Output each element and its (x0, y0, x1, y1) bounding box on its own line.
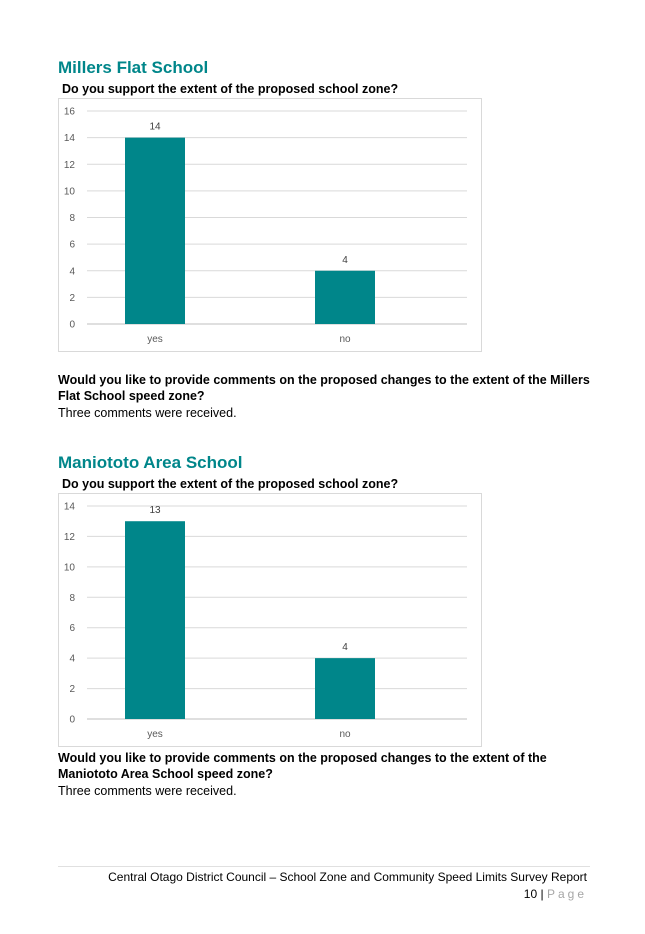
y-tick-label: 14 (64, 502, 76, 513)
data-label-no: 4 (342, 255, 348, 266)
comments-answer: Three comments were received. (58, 406, 237, 420)
data-label-no: 4 (342, 642, 348, 653)
bar-chart-maniototo: 0 2 4 6 8 10 12 14 13 yes 4 no (58, 493, 482, 747)
y-tick-label: 14 (64, 133, 76, 144)
page-number-value: 10 (523, 887, 538, 901)
y-tick-label: 0 (69, 715, 75, 726)
y-tick-label: 10 (64, 562, 76, 573)
y-tick-label: 6 (69, 240, 75, 251)
page-separator: | (540, 887, 544, 901)
chart-question: Do you support the extent of the propose… (62, 477, 399, 491)
x-tick-label-no: no (339, 729, 351, 740)
y-tick-label: 6 (69, 623, 75, 634)
page-word: Page (546, 887, 587, 901)
data-label-yes: 13 (149, 505, 161, 516)
y-tick-label: 0 (69, 320, 75, 331)
x-tick-label-yes: yes (147, 334, 163, 345)
y-tick-label: 8 (69, 213, 75, 224)
x-tick-label-no: no (339, 334, 351, 345)
x-tick-label-yes: yes (147, 729, 163, 740)
comments-question: Would you like to provide comments on th… (58, 751, 547, 781)
bar-chart-millers-flat: 0 2 4 6 8 10 12 14 16 14 yes 4 no (58, 98, 482, 352)
y-tick-label: 8 (69, 593, 75, 604)
bar-yes (125, 137, 185, 324)
data-label-yes: 14 (149, 122, 161, 133)
y-tick-label: 16 (64, 107, 76, 118)
y-tick-label: 12 (64, 532, 76, 543)
section-heading: Millers Flat School (58, 58, 209, 77)
y-tick-label: 4 (69, 654, 75, 665)
footer-divider (58, 866, 590, 867)
y-tick-label: 2 (69, 293, 75, 304)
page-number: 10 | Page (524, 887, 587, 901)
y-tick-label: 10 (64, 186, 76, 197)
section-heading: Maniototo Area School (58, 453, 243, 472)
y-tick-label: 12 (64, 160, 76, 171)
bar-no (315, 658, 375, 719)
y-tick-label: 2 (69, 684, 75, 695)
y-tick-label: 4 (69, 266, 75, 277)
chart-question: Do you support the extent of the propose… (62, 82, 399, 96)
comments-question: Would you like to provide comments on th… (58, 373, 590, 403)
bar-yes (125, 521, 185, 719)
footer-text: Central Otago District Council – School … (108, 870, 587, 884)
comments-answer: Three comments were received. (58, 784, 237, 798)
bar-no (315, 270, 375, 324)
